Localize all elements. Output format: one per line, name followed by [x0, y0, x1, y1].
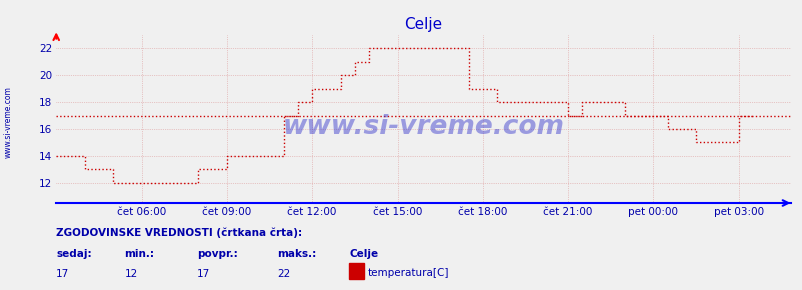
- Text: www.si-vreme.com: www.si-vreme.com: [4, 86, 13, 158]
- Text: sedaj:: sedaj:: [56, 249, 91, 259]
- Text: 17: 17: [196, 269, 210, 279]
- Title: Celje: Celje: [404, 17, 442, 32]
- Text: 22: 22: [277, 269, 290, 279]
- Text: min.:: min.:: [124, 249, 154, 259]
- Text: Celje: Celje: [349, 249, 378, 259]
- Text: 12: 12: [124, 269, 138, 279]
- Text: 17: 17: [56, 269, 70, 279]
- Text: maks.:: maks.:: [277, 249, 316, 259]
- Text: ZGODOVINSKE VREDNOSTI (črtkana črta):: ZGODOVINSKE VREDNOSTI (črtkana črta):: [56, 228, 302, 238]
- Text: www.si-vreme.com: www.si-vreme.com: [282, 114, 564, 140]
- Text: povpr.:: povpr.:: [196, 249, 237, 259]
- Text: temperatura[C]: temperatura[C]: [367, 268, 448, 278]
